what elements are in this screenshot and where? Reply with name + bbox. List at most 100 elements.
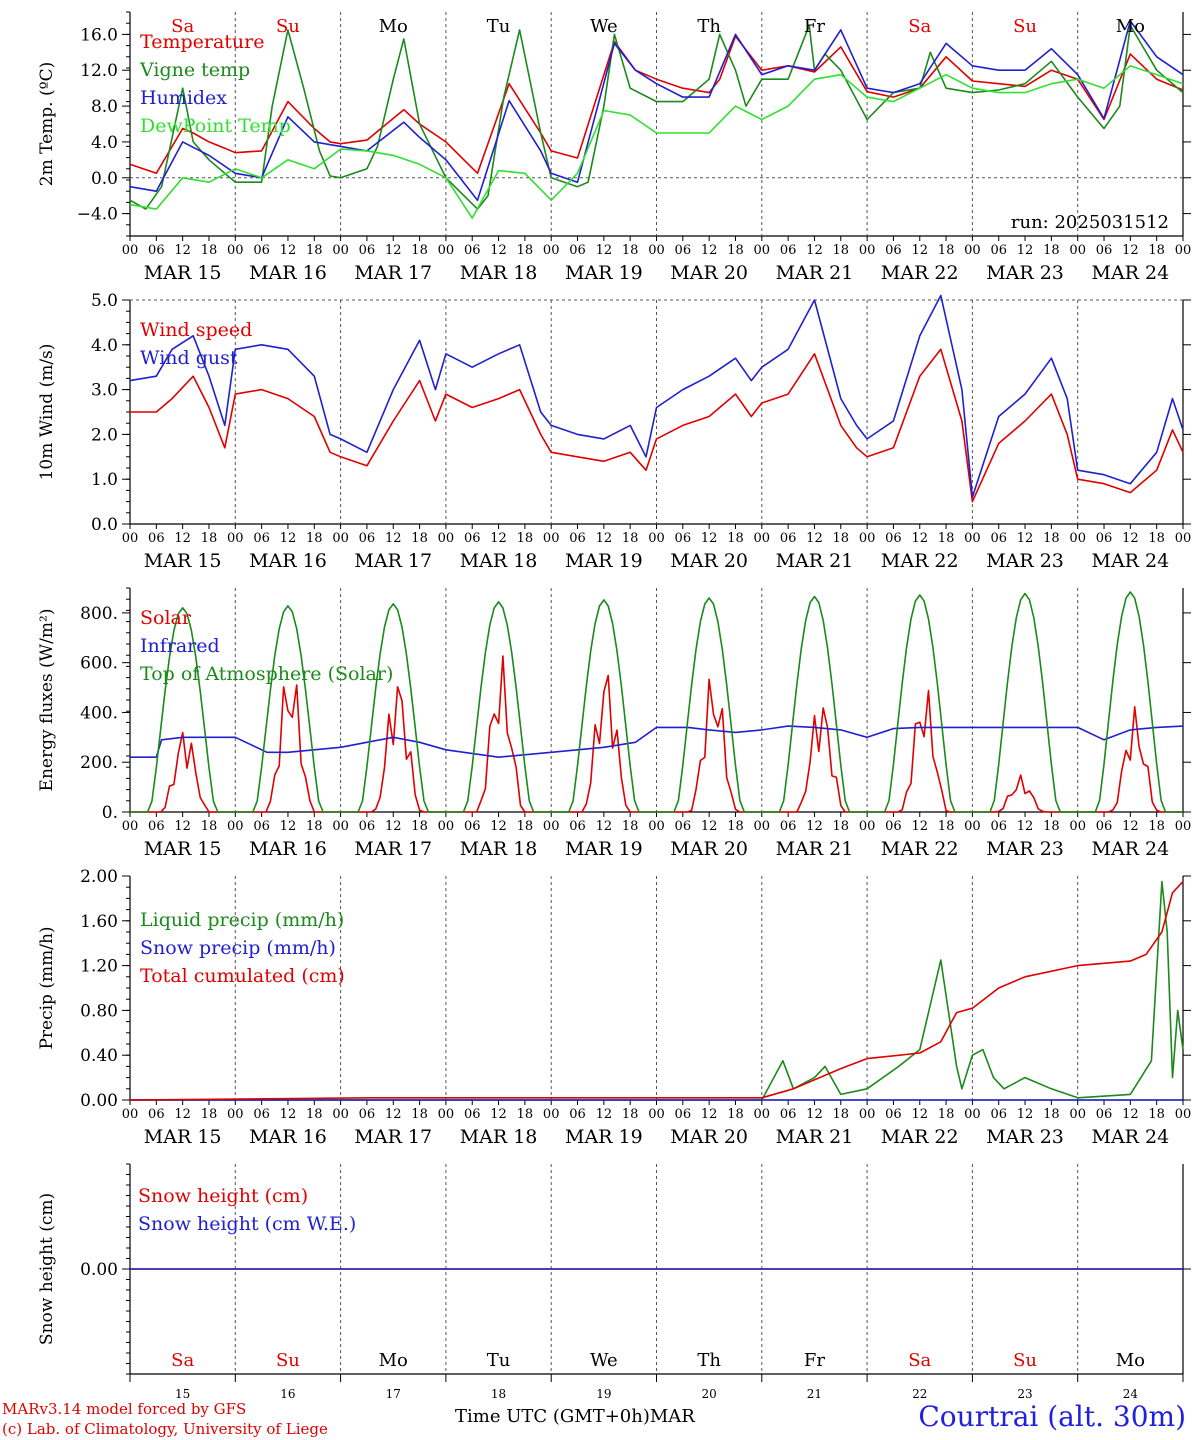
x-tick-label: 06 [569, 819, 586, 834]
date-label: MAR 19 [565, 1126, 643, 1148]
x-tick-label: 12 [806, 531, 823, 546]
x-tick-label: 18 [201, 819, 218, 834]
x-tick-label: 00 [543, 1107, 560, 1122]
x-tick-label: 00 [964, 1107, 981, 1122]
date-label: MAR 21 [776, 838, 854, 860]
x-tick-label: 00 [1069, 243, 1086, 258]
x-tick-label: 00 [227, 531, 244, 546]
x-tick-label: 06 [675, 243, 692, 258]
date-label: MAR 15 [144, 550, 222, 572]
weekday-label: Th [697, 16, 721, 37]
y-tick-label: 400. [80, 703, 118, 723]
x-tick-label: 06 [464, 1107, 481, 1122]
y-tick-label: 1.0 [91, 470, 118, 490]
x-tick-label: 00 [859, 531, 876, 546]
x-tick-label: 06 [780, 531, 797, 546]
panel-3 [122, 587, 1191, 817]
x-tick-label: 12 [911, 243, 928, 258]
x-tick-label: 00 [1069, 531, 1086, 546]
x-tick-label: 18 [411, 1107, 428, 1122]
x-tick-label: 00 [648, 531, 665, 546]
x-tick-label: 12 [701, 531, 718, 546]
x-tick-label: 18 [1043, 1107, 1060, 1122]
x-tick-label: 06 [359, 243, 376, 258]
x-tick-label: 06 [885, 819, 902, 834]
x-tick-label: 00 [648, 1107, 665, 1122]
series-line [129, 65, 1184, 219]
x-tick-label: 00 [438, 819, 455, 834]
x-tick-label: 06 [675, 1107, 692, 1122]
day-number: 24 [1123, 1387, 1139, 1401]
date-label: MAR 23 [986, 262, 1064, 284]
x-axis-title: Time UTC (GMT+0h)MAR [455, 1406, 695, 1427]
x-tick-label: 06 [464, 243, 481, 258]
x-tick-label: 06 [464, 531, 481, 546]
x-tick-label: 12 [174, 243, 191, 258]
panel-4 [122, 875, 1191, 1105]
x-tick-label: 12 [174, 1107, 191, 1122]
x-tick-label: 06 [1096, 243, 1113, 258]
legend-label: Liquid precip (mm/h) [140, 909, 344, 931]
x-tick-label: 12 [490, 243, 507, 258]
x-tick-label: 12 [490, 1107, 507, 1122]
x-tick-label: 00 [1069, 1107, 1086, 1122]
x-tick-label: 06 [148, 531, 165, 546]
x-tick-label: 06 [1096, 1107, 1113, 1122]
date-label: MAR 21 [776, 1126, 854, 1148]
x-tick-label: 06 [780, 1107, 797, 1122]
x-tick-label: 00 [1069, 819, 1086, 834]
x-tick-label: 00 [543, 243, 560, 258]
date-label: MAR 15 [144, 838, 222, 860]
y-tick-label: 0.40 [80, 1046, 118, 1066]
date-label: MAR 18 [460, 1126, 538, 1148]
date-label: MAR 17 [354, 838, 432, 860]
weekday-label: Sa [171, 16, 194, 37]
x-tick-label: 18 [833, 819, 850, 834]
y-axis-label: Energy fluxes (W/m²) [37, 609, 57, 792]
y-axis-label: 2m Temp. (ºC) [37, 62, 57, 187]
x-tick-label: 18 [1043, 819, 1060, 834]
date-label: MAR 17 [354, 550, 432, 572]
x-tick-label: 06 [885, 1107, 902, 1122]
x-tick-label: 18 [622, 243, 639, 258]
x-tick-label: 00 [438, 531, 455, 546]
x-tick-label: 12 [1122, 531, 1139, 546]
legend-label: Temperature [140, 31, 264, 53]
x-tick-label: 18 [833, 243, 850, 258]
legend-label: DewPoint Temp [140, 115, 291, 137]
x-tick-label: 12 [174, 531, 191, 546]
y-tick-label: 8.0 [91, 97, 118, 117]
x-tick-label: 00 [543, 819, 560, 834]
x-tick-label: 06 [990, 243, 1007, 258]
x-tick-label: 06 [359, 1107, 376, 1122]
date-label: MAR 22 [881, 550, 959, 572]
day-number: 23 [1017, 1387, 1032, 1401]
x-tick-label: 12 [280, 243, 297, 258]
x-tick-label: 18 [306, 531, 323, 546]
x-tick-label: 18 [938, 819, 955, 834]
x-tick-label: 18 [727, 243, 744, 258]
x-tick-label: 12 [1122, 1107, 1139, 1122]
x-tick-label: 18 [727, 819, 744, 834]
series-line [130, 591, 1183, 813]
run-annotation: run: 2025031512 [1011, 212, 1169, 233]
x-tick-label: 12 [701, 243, 718, 258]
date-label: MAR 21 [776, 550, 854, 572]
date-label: MAR 19 [565, 838, 643, 860]
x-tick-label: 12 [385, 243, 402, 258]
date-label: MAR 23 [986, 550, 1064, 572]
y-tick-label: 600. [80, 654, 118, 674]
x-tick-label: 12 [911, 1107, 928, 1122]
y-tick-label: −4.0 [77, 205, 118, 225]
series-line [130, 880, 1184, 1101]
x-tick-label: 06 [885, 531, 902, 546]
date-label: MAR 18 [460, 550, 538, 572]
weekday-label: Sa [908, 16, 931, 37]
x-tick-label: 00 [648, 243, 665, 258]
day-number: 17 [386, 1387, 401, 1401]
x-tick-label: 18 [306, 1107, 323, 1122]
x-tick-label: 18 [306, 819, 323, 834]
x-tick-label: 00 [964, 531, 981, 546]
x-tick-label: 18 [938, 243, 955, 258]
